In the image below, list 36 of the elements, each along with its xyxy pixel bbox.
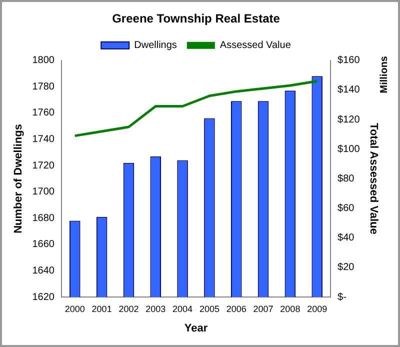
- y2-tick-label: $100: [338, 144, 360, 155]
- chart-title: Greene Township Real Estate: [112, 12, 280, 26]
- x-tick-label: 2001: [92, 304, 112, 314]
- x-tick-label: 2006: [226, 304, 246, 314]
- y2-tick-label: $-: [338, 292, 346, 303]
- x-tick-label: 2007: [253, 304, 274, 314]
- y2-tick-label: $40: [338, 232, 355, 244]
- y-tick-label: 1800: [32, 55, 55, 66]
- y-tick-label: 1620: [32, 292, 55, 303]
- y-tick-label: 1640: [32, 265, 55, 276]
- text: Millions: [379, 56, 390, 94]
- x-tick-label: 2005: [199, 304, 220, 314]
- y-tick-label: 1780: [32, 81, 55, 92]
- legend-label: Dwellings: [134, 40, 177, 52]
- y2-tick-label: $80: [338, 173, 355, 184]
- x-tick-label: 2002: [118, 304, 139, 314]
- y-axis-title: Number of Dwellings: [12, 124, 25, 234]
- x-axis-title: Year: [184, 322, 208, 334]
- y2-tick-label: $20: [338, 262, 355, 274]
- y-tick-label: 1760: [32, 108, 55, 119]
- y2-tick-label: $160: [338, 55, 360, 66]
- x-tick-label: 2004: [172, 304, 193, 314]
- y-tick-label: 1660: [32, 239, 55, 250]
- x-tick-label: 2009: [307, 304, 328, 314]
- y-tick-label: 1680: [32, 212, 55, 224]
- y-tick-label: 1720: [32, 160, 55, 172]
- y2-tick-label: $60: [338, 203, 355, 214]
- y2-axis-title: Total Assessed Value: [367, 123, 380, 234]
- legend-label: Assessed Value: [220, 40, 292, 52]
- x-tick-label: 2000: [64, 304, 85, 314]
- y2-tick-label: $140: [338, 84, 360, 96]
- y2-tick-label: $120: [338, 114, 360, 126]
- y-tick-label: 1700: [32, 186, 55, 198]
- y-tick-label: 1740: [32, 134, 55, 146]
- x-tick-label: 2003: [146, 304, 166, 314]
- x-tick-label: 2008: [280, 304, 300, 314]
